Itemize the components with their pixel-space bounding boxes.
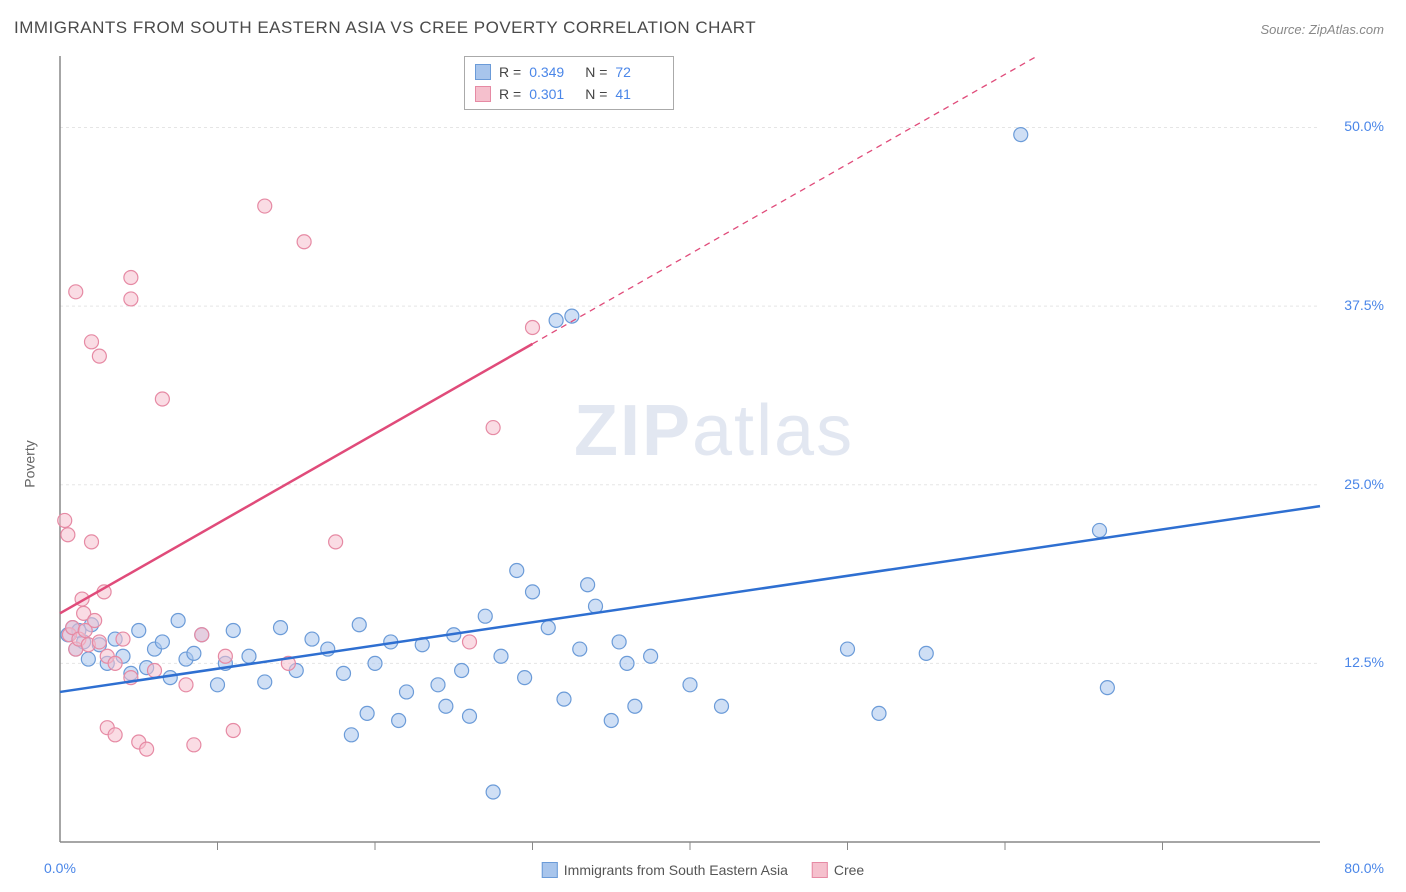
x-axis-max-label: 80.0% <box>1344 860 1384 876</box>
legend-item: Cree <box>812 862 864 878</box>
series-legend: Immigrants from South Eastern Asia Cree <box>542 862 864 878</box>
x-axis-min-label: 0.0% <box>44 860 76 876</box>
chart-title: IMMIGRANTS FROM SOUTH EASTERN ASIA VS CR… <box>14 18 756 38</box>
source-prefix: Source: <box>1260 22 1308 37</box>
correlation-legend: R = 0.349 N = 72 R = 0.301 N = 41 <box>464 56 674 110</box>
source-credit: Source: ZipAtlas.com <box>1260 22 1384 37</box>
y-tick-label: 37.5% <box>1344 297 1384 313</box>
legend-item: Immigrants from South Eastern Asia <box>542 862 788 878</box>
scatter-chart <box>14 50 1392 878</box>
y-tick-label: 12.5% <box>1344 654 1384 670</box>
y-tick-label: 50.0% <box>1344 118 1384 134</box>
correlation-legend-row: R = 0.301 N = 41 <box>475 83 663 105</box>
y-tick-label: 25.0% <box>1344 476 1384 492</box>
chart-container: Poverty ZIPatlas R = 0.349 N = 72 R = 0.… <box>14 50 1392 878</box>
correlation-legend-row: R = 0.349 N = 72 <box>475 61 663 83</box>
source-link[interactable]: ZipAtlas.com <box>1309 22 1384 37</box>
